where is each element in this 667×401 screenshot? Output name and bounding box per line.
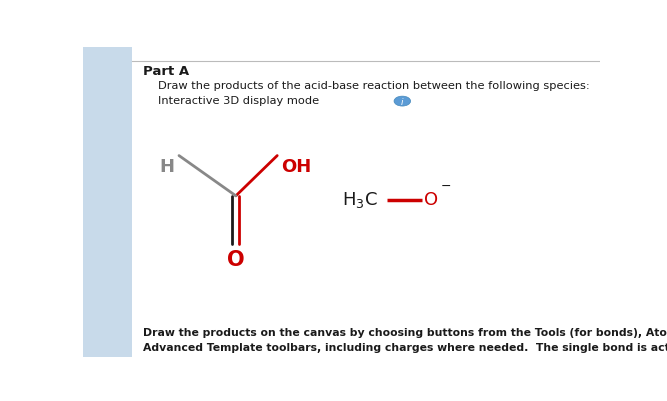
Text: O: O [227, 250, 245, 269]
Text: i: i [401, 97, 404, 106]
Text: Advanced Template toolbars, including charges where needed.  The single bond is : Advanced Template toolbars, including ch… [143, 342, 667, 352]
FancyBboxPatch shape [83, 48, 133, 357]
Text: O: O [424, 190, 438, 209]
Text: OH: OH [281, 158, 311, 176]
Text: −: − [441, 179, 451, 192]
Text: Draw the products on the canvas by choosing buttons from the Tools (for bonds), : Draw the products on the canvas by choos… [143, 328, 667, 338]
Text: H: H [160, 158, 175, 176]
Text: Part A: Part A [143, 65, 189, 78]
Text: Draw the products of the acid-base reaction between the following species:: Draw the products of the acid-base react… [158, 81, 590, 91]
Text: Interactive 3D display mode: Interactive 3D display mode [158, 96, 319, 106]
Text: $\mathregular{H_3C}$: $\mathregular{H_3C}$ [342, 189, 378, 209]
Circle shape [394, 97, 411, 107]
